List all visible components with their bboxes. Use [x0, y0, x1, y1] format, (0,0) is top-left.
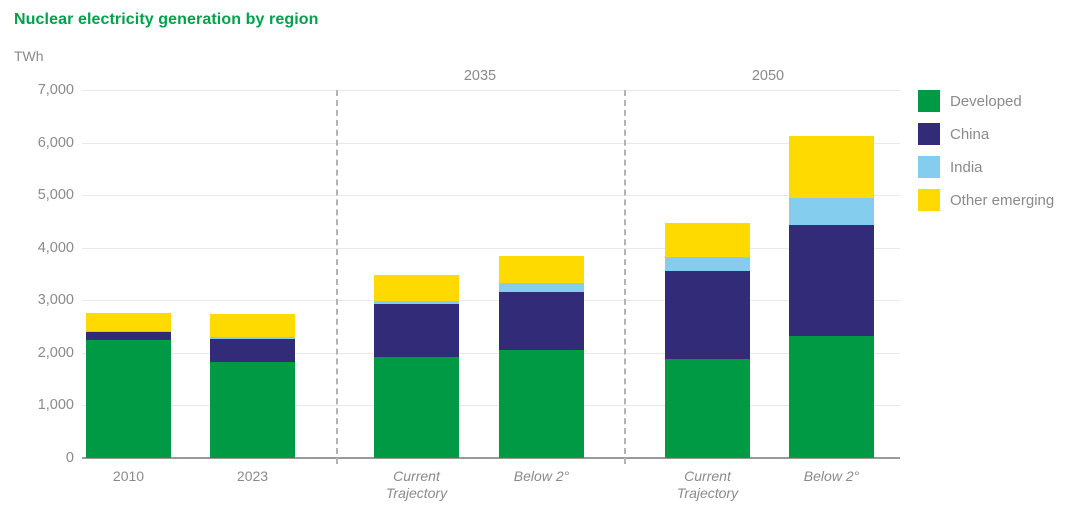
legend-label: Other emerging	[950, 191, 1055, 209]
bar-segment-china	[86, 331, 171, 340]
gridline	[82, 300, 900, 302]
bar-segment-other-emerging	[665, 223, 750, 258]
bar-segment-developed	[665, 358, 750, 458]
stacked-bar	[374, 90, 459, 458]
y-axis-unit-label: TWh	[14, 48, 44, 64]
x-tick-label: 2023	[236, 468, 269, 484]
bar-segment-china	[665, 270, 750, 359]
bar-segment-china	[210, 339, 295, 363]
stacked-bar	[210, 90, 295, 458]
y-tick-label: 2,000	[37, 344, 74, 361]
gridline	[82, 352, 900, 354]
bar-segment-india	[789, 198, 874, 225]
gridline	[82, 405, 900, 407]
group-header-2035: 2035	[463, 68, 497, 84]
legend-item-india: India	[918, 156, 1054, 178]
group-header-2050: 2050	[751, 68, 785, 84]
y-tick-label: 1,000	[37, 397, 74, 414]
bar-segment-india	[665, 257, 750, 271]
bar-segment-india	[210, 336, 295, 340]
bar-segment-india	[499, 283, 584, 293]
gridline	[82, 90, 900, 91]
y-tick-label: 3,000	[37, 292, 74, 309]
y-tick-label: 5,000	[37, 187, 74, 204]
x-tick-label: Current Trajectory	[676, 468, 739, 501]
stacked-bar	[86, 90, 171, 458]
bar-segment-other-emerging	[86, 313, 171, 331]
legend-swatch-icon	[918, 123, 940, 145]
bar-segment-other-emerging	[210, 314, 295, 337]
bar-segment-other-emerging	[789, 135, 874, 199]
gridline	[82, 247, 900, 249]
legend-label: China	[950, 125, 990, 143]
bar-segment-developed	[374, 357, 459, 458]
x-tick-label: Below 2°	[513, 468, 570, 484]
gridline	[82, 142, 900, 144]
group-separator-line	[336, 90, 338, 464]
bar-segment-china	[789, 224, 874, 337]
bar-segment-developed	[210, 362, 295, 458]
legend-label: India	[950, 158, 983, 176]
legend-swatch-icon	[918, 189, 940, 211]
bar-segment-developed	[499, 350, 584, 458]
y-tick-label: 4,000	[37, 239, 74, 256]
stacked-bar	[499, 90, 584, 458]
legend-item-other-emerging: Other emerging	[918, 189, 1054, 211]
x-tick-label: Current Trajectory	[385, 468, 448, 501]
legend-label: Developed	[950, 92, 1022, 110]
legend-item-china: China	[918, 123, 1054, 145]
x-tick-label: 2010	[112, 468, 145, 484]
bar-segment-other-emerging	[374, 274, 459, 301]
gridline	[82, 195, 900, 197]
bar-segment-developed	[86, 339, 171, 458]
legend-item-developed: Developed	[918, 90, 1054, 112]
bar-segment-china	[499, 292, 584, 351]
bar-segment-india	[86, 330, 171, 332]
stacked-bar	[789, 90, 874, 458]
legend-swatch-icon	[918, 90, 940, 112]
y-tick-label: 0	[65, 450, 74, 466]
y-tick-label: 7,000	[37, 82, 74, 98]
x-tick-label: Below 2°	[803, 468, 860, 484]
y-tick-label: 6,000	[37, 134, 74, 151]
legend-swatch-icon	[918, 156, 940, 178]
bar-segment-other-emerging	[499, 255, 584, 284]
legend: Developed China India Other emerging	[918, 90, 1054, 222]
bar-segment-developed	[789, 336, 874, 458]
chart-title: Nuclear electricity generation by region	[14, 11, 319, 28]
stacked-bar	[665, 90, 750, 458]
x-axis-line	[82, 457, 900, 459]
bar-segment-india	[374, 300, 459, 305]
group-separator-line	[624, 90, 626, 464]
bar-segment-china	[374, 304, 459, 358]
